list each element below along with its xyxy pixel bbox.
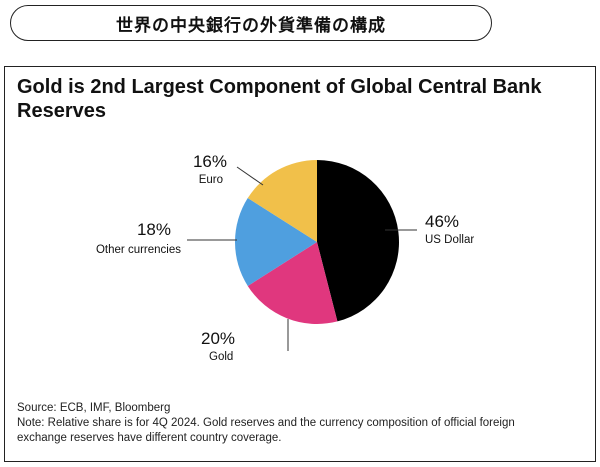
note-line-1: Note: Relative share is for 4Q 2024. Gol…: [17, 417, 515, 429]
chart-title-line-2: Reserves: [17, 100, 106, 122]
pie-slice-us-dollar: [317, 160, 399, 322]
category-label-gold: Gold: [209, 351, 233, 363]
category-label-us-dollar: US Dollar: [425, 234, 474, 246]
data-label-us-dollar: 46%: [425, 212, 459, 231]
chart-card: Gold is 2nd Largest Component of Global …: [4, 66, 596, 462]
pie-slice-other-currencies: [234, 198, 317, 286]
category-label-euro: Euro: [199, 174, 223, 186]
pie-slice-gold: [247, 242, 338, 324]
note-line-2: exchange reserves have different country…: [17, 432, 282, 444]
chart-title-line-1: Gold is 2nd Largest Component of Global …: [17, 76, 542, 98]
chart-footnote: Source: ECB, IMF, Bloomberg Note: Relati…: [17, 401, 587, 446]
source-note: Source: ECB, IMF, Bloomberg: [17, 402, 171, 414]
pie-slice-euro: [247, 160, 317, 242]
data-label-other-currencies: 18%: [137, 220, 171, 239]
pie-chart: 46% US Dollar 20% Gold 18% Other currencies 16…: [96, 152, 474, 363]
leader-line-euro: [236, 166, 264, 186]
chart-title: Gold is 2nd Largest Component of Global …: [17, 75, 577, 123]
page-header: 世界の中央銀行の外貨準備の構成: [10, 5, 492, 41]
data-label-gold: 20%: [201, 329, 235, 348]
page-title: 世界の中央銀行の外貨準備の構成: [116, 15, 386, 36]
data-label-euro: 16%: [193, 152, 227, 171]
category-label-other-currencies: Other currencies: [96, 244, 181, 256]
